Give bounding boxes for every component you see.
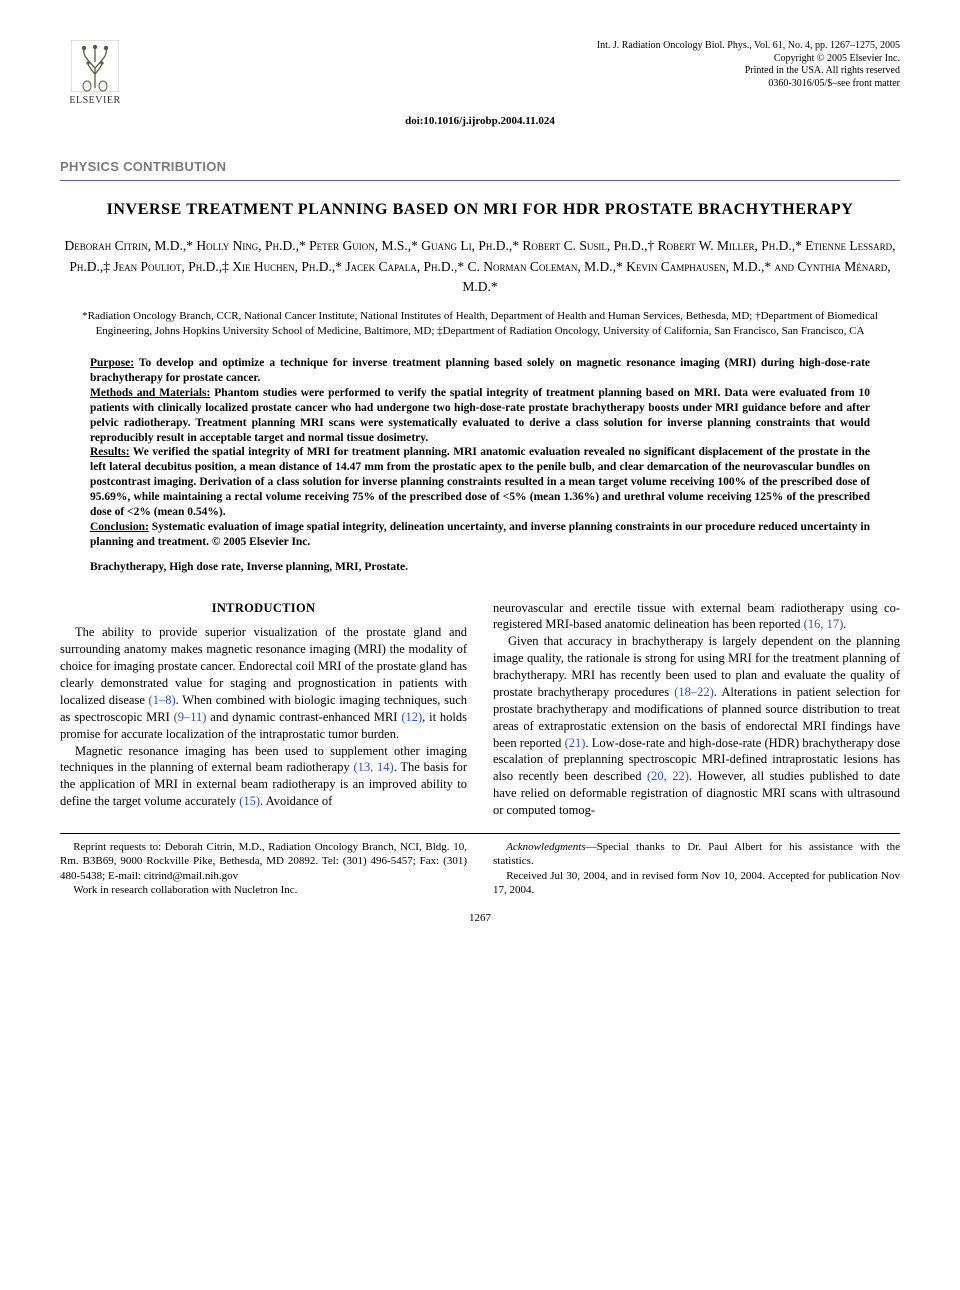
citation-link[interactable]: (15) bbox=[239, 794, 260, 808]
abstract-methods: Methods and Materials: Phantom studies w… bbox=[90, 386, 870, 446]
journal-meta: Int. J. Radiation Oncology Biol. Phys., … bbox=[597, 40, 900, 90]
footnote-left: Reprint requests to: Deborah Citrin, M.D… bbox=[60, 840, 467, 897]
abstract-block: Purpose: To develop and optimize a techn… bbox=[60, 356, 900, 550]
reprint-request: Reprint requests to: Deborah Citrin, M.D… bbox=[60, 840, 467, 883]
issn-line: 0360-3016/05/$–see front matter bbox=[597, 78, 900, 91]
page-number: 1267 bbox=[60, 911, 900, 926]
citation-link[interactable]: (16, 17) bbox=[804, 617, 844, 631]
page-header: ELSEVIER Int. J. Radiation Oncology Biol… bbox=[60, 40, 900, 108]
footnote-rule bbox=[60, 833, 900, 834]
publisher-logo: ELSEVIER bbox=[60, 40, 130, 108]
keywords-line: Brachytherapy, High dose rate, Inverse p… bbox=[60, 560, 900, 576]
results-text: We verified the spatial integrity of MRI… bbox=[90, 446, 870, 518]
collaboration-note: Work in research collaboration with Nucl… bbox=[60, 883, 467, 897]
methods-label: Methods and Materials: bbox=[90, 387, 210, 399]
print-line: Printed in the USA. All rights reserved bbox=[597, 65, 900, 78]
left-column: INTRODUCTION The ability to provide supe… bbox=[60, 600, 467, 819]
citation-link[interactable]: (9–11) bbox=[174, 710, 207, 724]
footnotes: Reprint requests to: Deborah Citrin, M.D… bbox=[60, 840, 900, 897]
body-paragraph: neurovascular and erectile tissue with e… bbox=[493, 600, 900, 634]
footnote-right: Acknowledgments—Special thanks to Dr. Pa… bbox=[493, 840, 900, 897]
purpose-label: Purpose: bbox=[90, 357, 134, 369]
introduction-heading: INTRODUCTION bbox=[60, 600, 467, 617]
author-list: Deborah Citrin, M.D.,* Holly Ning, Ph.D.… bbox=[60, 236, 900, 297]
ack-label: Acknowledgments bbox=[506, 841, 585, 853]
body-paragraph: Given that accuracy in brachytherapy is … bbox=[493, 633, 900, 819]
citation-link[interactable]: (1–8) bbox=[149, 693, 176, 707]
citation-link[interactable]: (13, 14) bbox=[353, 760, 393, 774]
abstract-results: Results: We verified the spatial integri… bbox=[90, 445, 870, 520]
citation-link[interactable]: (20, 22) bbox=[647, 769, 689, 783]
copyright-line: Copyright © 2005 Elsevier Inc. bbox=[597, 53, 900, 66]
elsevier-tree-icon bbox=[71, 40, 119, 92]
affiliations: *Radiation Oncology Branch, CCR, Nationa… bbox=[60, 309, 900, 338]
citation-link[interactable]: (12) bbox=[401, 710, 422, 724]
section-rule bbox=[60, 180, 900, 181]
publisher-name: ELSEVIER bbox=[69, 94, 120, 108]
article-title: INVERSE TREATMENT PLANNING BASED ON MRI … bbox=[60, 199, 900, 221]
body-columns: INTRODUCTION The ability to provide supe… bbox=[60, 600, 900, 819]
journal-citation: Int. J. Radiation Oncology Biol. Phys., … bbox=[597, 40, 900, 53]
citation-link[interactable]: (21) bbox=[565, 736, 586, 750]
body-paragraph: The ability to provide superior visualiz… bbox=[60, 624, 467, 742]
section-label: PHYSICS CONTRIBUTION bbox=[60, 158, 900, 176]
abstract-purpose: Purpose: To develop and optimize a techn… bbox=[90, 356, 870, 386]
abstract-conclusion: Conclusion: Systematic evaluation of ima… bbox=[90, 520, 870, 550]
right-column: neurovascular and erectile tissue with e… bbox=[493, 600, 900, 819]
citation-link[interactable]: (18–22) bbox=[674, 685, 714, 699]
results-label: Results: bbox=[90, 446, 130, 458]
conclusion-text: Systematic evaluation of image spatial i… bbox=[90, 521, 870, 548]
doi-text: doi:10.1016/j.ijrobp.2004.11.024 bbox=[405, 115, 555, 127]
conclusion-label: Conclusion: bbox=[90, 521, 149, 533]
body-paragraph: Magnetic resonance imaging has been used… bbox=[60, 743, 467, 811]
received-dates: Received Jul 30, 2004, and in revised fo… bbox=[493, 869, 900, 898]
doi-line: doi:10.1016/j.ijrobp.2004.11.024 bbox=[60, 114, 900, 129]
purpose-text: To develop and optimize a technique for … bbox=[90, 357, 870, 384]
acknowledgments: Acknowledgments—Special thanks to Dr. Pa… bbox=[493, 840, 900, 869]
